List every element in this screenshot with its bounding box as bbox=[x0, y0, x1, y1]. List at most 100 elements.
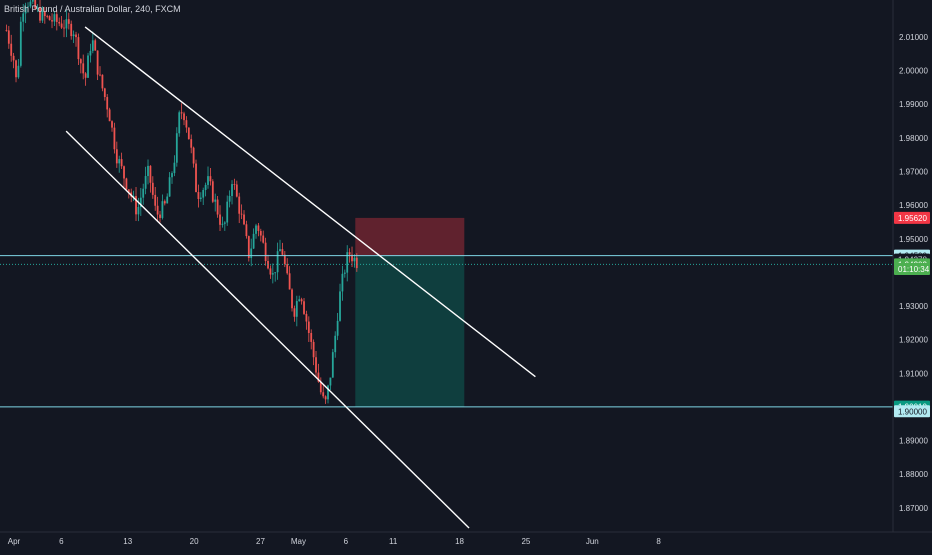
candle-body bbox=[63, 27, 65, 29]
candle-body bbox=[161, 201, 164, 218]
candle-body bbox=[53, 14, 56, 22]
candle-body bbox=[41, 10, 44, 21]
candle-body bbox=[127, 189, 130, 193]
candle-body bbox=[327, 385, 329, 400]
candle-body bbox=[75, 34, 77, 38]
candle-body bbox=[295, 301, 298, 317]
lower-trendline bbox=[65, 130, 470, 529]
candle-body bbox=[27, 6, 29, 8]
candle-body bbox=[22, 13, 25, 22]
candle-body bbox=[72, 34, 75, 37]
candle-body bbox=[24, 7, 27, 14]
position-zones bbox=[355, 217, 465, 407]
price-label-bg bbox=[894, 263, 930, 276]
candle-body bbox=[348, 252, 351, 255]
candle-body bbox=[96, 50, 99, 75]
y-tick-label: 1.98000 bbox=[899, 134, 928, 143]
price-labels: 1.956201.945001.943781.9430201:10:341.90… bbox=[894, 211, 930, 418]
x-tick-label: 18 bbox=[455, 537, 464, 546]
candle-body bbox=[235, 184, 238, 197]
candle-body bbox=[173, 162, 176, 174]
candle-body bbox=[228, 196, 231, 202]
candle-body bbox=[149, 165, 152, 183]
price-label-bg bbox=[894, 405, 930, 418]
candle-body bbox=[351, 254, 353, 262]
candle-body bbox=[171, 173, 173, 178]
x-tick-label: Jun bbox=[586, 537, 599, 546]
candle-body bbox=[243, 214, 245, 225]
y-tick-label: 1.88000 bbox=[899, 470, 928, 479]
candle-body bbox=[281, 249, 284, 255]
candle-body bbox=[108, 109, 111, 122]
candle-body bbox=[139, 197, 142, 208]
candle-body bbox=[5, 30, 8, 32]
candle-body bbox=[192, 147, 195, 164]
candle-body bbox=[307, 321, 310, 333]
candle-body bbox=[17, 65, 20, 78]
y-tick-label: 1.99000 bbox=[899, 100, 928, 109]
y-tick-label: 1.95000 bbox=[899, 235, 928, 244]
y-tick-label: 2.01000 bbox=[899, 33, 928, 42]
candle-body bbox=[197, 192, 200, 199]
candle-body bbox=[79, 59, 82, 64]
candle-body bbox=[291, 289, 293, 309]
candle-body bbox=[310, 332, 313, 342]
candle-body bbox=[353, 257, 356, 262]
candle-body bbox=[279, 249, 281, 252]
price-label: 01:10:34 bbox=[894, 263, 930, 276]
candle-body bbox=[221, 223, 224, 225]
candle-body bbox=[231, 184, 233, 197]
x-tick-label: 20 bbox=[190, 537, 199, 546]
candle-body bbox=[312, 341, 315, 358]
candle-body bbox=[51, 20, 53, 22]
candle-body bbox=[183, 113, 185, 121]
candle-body bbox=[209, 176, 212, 182]
candle-body bbox=[123, 166, 125, 179]
y-tick-label: 1.89000 bbox=[899, 437, 928, 446]
candle-body bbox=[43, 10, 46, 17]
candle-body bbox=[135, 196, 137, 215]
candle-body bbox=[156, 205, 159, 215]
candle-body bbox=[252, 233, 255, 249]
candle-body bbox=[84, 73, 87, 78]
candle-body bbox=[180, 112, 183, 114]
candle-body bbox=[216, 199, 219, 215]
candle-body bbox=[82, 63, 85, 74]
candle-body bbox=[89, 50, 92, 56]
candle-body bbox=[10, 43, 13, 56]
candle-body bbox=[245, 224, 248, 237]
candle-body bbox=[106, 97, 109, 110]
candle-body bbox=[163, 201, 166, 204]
drawings bbox=[0, 26, 893, 529]
candle-body bbox=[7, 30, 10, 44]
candle-body bbox=[267, 261, 269, 269]
x-tick-label: 6 bbox=[344, 537, 349, 546]
candle-body bbox=[324, 396, 327, 400]
candle-body bbox=[274, 272, 277, 274]
candle-body bbox=[255, 225, 257, 234]
y-tick-label: 1.92000 bbox=[899, 336, 928, 345]
candle-body bbox=[317, 372, 320, 382]
candle-body bbox=[269, 268, 272, 275]
candle-body bbox=[339, 291, 341, 321]
candle-body bbox=[67, 19, 70, 24]
candle-body bbox=[159, 214, 161, 218]
candle-body bbox=[65, 19, 68, 29]
candle-body bbox=[34, 0, 37, 9]
candle-body bbox=[195, 163, 197, 193]
x-tick-label: Apr bbox=[8, 537, 21, 546]
price-label: 1.95620 bbox=[894, 211, 930, 224]
candle-body bbox=[240, 213, 243, 215]
candle-body bbox=[175, 133, 178, 163]
x-tick-label: 25 bbox=[521, 537, 530, 546]
candle-body bbox=[91, 40, 94, 51]
price-label-text: 1.95620 bbox=[898, 214, 927, 223]
candle-body bbox=[178, 112, 181, 134]
candle-body bbox=[262, 235, 265, 243]
candle-body bbox=[283, 254, 286, 265]
candle-body bbox=[111, 121, 113, 128]
candle-body bbox=[144, 176, 147, 189]
candle-body bbox=[331, 352, 334, 378]
